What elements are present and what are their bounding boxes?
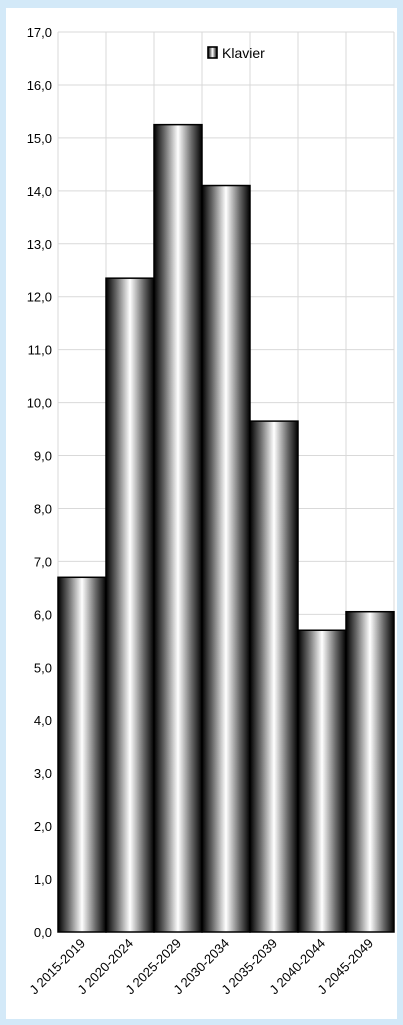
bar	[249, 420, 299, 933]
y-tick-label: 3,0	[34, 766, 52, 781]
y-tick-label: 17,0	[27, 25, 52, 40]
legend: Klavier	[207, 45, 265, 61]
bar-chart: 0,0 1,0 2,0 3,0 4,0 5,0 6,0 7,0 8,0 9,0 10,0 11,0 12…	[26, 25, 395, 998]
y-tick-label: 11,0	[28, 343, 52, 358]
y-tick-label: 13,0	[27, 237, 52, 252]
y-tick-label: 5,0	[34, 660, 52, 675]
y-tick-label: 0,0	[34, 925, 52, 940]
y-tick-label: 14,0	[27, 184, 52, 199]
bar	[201, 184, 251, 933]
y-tick-label: 2,0	[34, 819, 52, 834]
y-axis-tick-labels: 0,0 1,0 2,0 3,0 4,0 5,0 6,0 7,0 8,0 9,0 10,0 11,0 12…	[27, 25, 52, 940]
bar	[345, 610, 395, 933]
bar	[57, 576, 107, 933]
bars	[57, 123, 395, 933]
y-tick-label: 7,0	[34, 554, 52, 569]
legend-label-klavier: Klavier	[222, 45, 265, 61]
y-tick-label: 4,0	[34, 713, 52, 728]
bar	[153, 123, 203, 933]
y-tick-label: 10,0	[27, 396, 52, 411]
y-tick-label: 16,0	[27, 78, 52, 93]
y-tick-label: 8,0	[34, 501, 52, 516]
chart-frame: 0,0 1,0 2,0 3,0 4,0 5,0 6,0 7,0 8,0 9,0 10,0 11,0 12…	[6, 8, 397, 1019]
y-tick-label: 1,0	[34, 872, 52, 887]
legend-swatch-klavier	[207, 46, 218, 59]
y-tick-label: 15,0	[27, 131, 52, 146]
bar	[297, 629, 347, 933]
bar	[105, 277, 155, 933]
y-tick-label: 12,0	[27, 290, 52, 305]
y-tick-label: 6,0	[34, 607, 52, 622]
y-tick-label: 9,0	[34, 449, 52, 464]
